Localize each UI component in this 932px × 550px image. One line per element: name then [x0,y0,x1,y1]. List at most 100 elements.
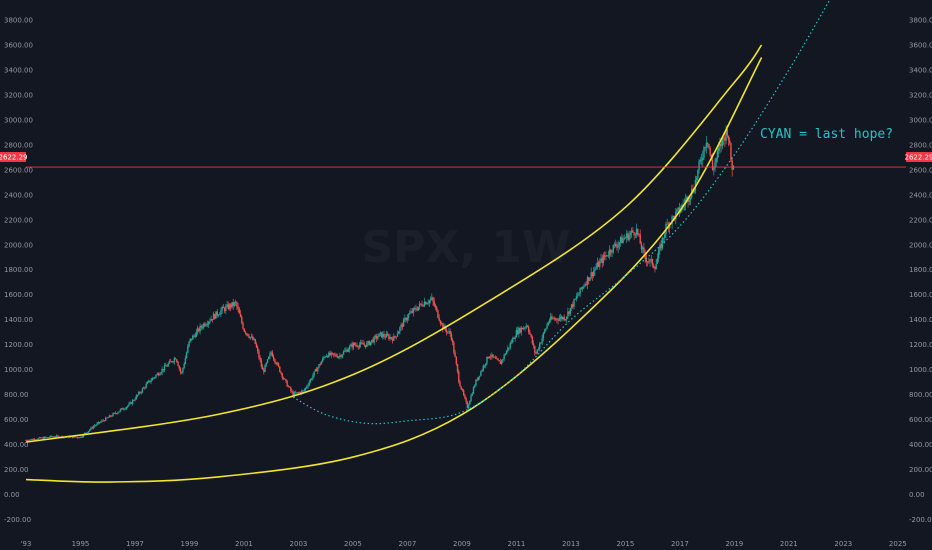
y-tick-left: 1600.00 [4,291,33,299]
candle-body [617,244,619,248]
candle-body [325,355,328,357]
y-tick-left: 2600.00 [4,166,33,174]
candle-body [540,342,542,344]
candle-body [372,339,374,343]
candle-body [253,339,255,340]
candle-body [532,343,535,347]
candle-body [54,436,57,438]
candle-body [331,352,334,354]
candle-body [509,342,511,348]
candle-body [471,393,473,396]
y-tick-right: -200.00 [909,516,932,524]
candle-body [721,137,724,147]
candle-body [189,338,191,342]
candle-body [106,417,108,419]
candle-body [123,409,125,410]
candle-body [57,435,59,437]
candle-body [150,380,152,383]
candle-body [252,336,254,340]
candle-body [71,436,74,438]
candle-body [101,420,103,422]
candle-body [579,287,581,294]
candle-body [508,347,510,349]
candle-body [285,379,287,381]
candle-body [385,334,388,338]
candle-body [519,328,521,333]
candle-body [496,358,498,360]
candle-body [504,354,507,356]
candle-body [624,237,627,239]
candle-body [611,252,613,254]
candle-body [216,311,218,316]
candle-body [310,378,313,380]
candle-body [342,351,345,355]
candle-body [440,323,443,324]
candle-body [716,151,719,159]
x-tick: 2023 [834,540,852,548]
candle-body [417,306,420,311]
candle-body [166,366,168,367]
y-tick-right: 1400.00 [909,316,932,324]
candle-body [232,302,234,306]
candle-body [184,357,187,364]
candle-body [100,421,102,423]
candle-body [659,245,661,251]
annotation-text: CYAN = last hope? [760,127,893,142]
candle-body [607,255,610,257]
candle-body [271,352,274,357]
candle-body [439,320,442,324]
y-tick-left: 3000.00 [4,116,33,124]
candle-body [43,436,46,439]
y-tick-right: 3000.00 [909,116,932,124]
candle-body [190,338,193,340]
candle-body [486,356,488,364]
candle-body [678,207,681,213]
candle-body [436,307,438,311]
candle-body [241,316,243,323]
candle-body [79,436,81,438]
candle-body [448,331,450,333]
candle-body [90,427,92,430]
candle-body [108,415,111,418]
candle-body [523,327,525,330]
candle-body [367,341,369,344]
candle-body [139,392,141,393]
candle-body [584,284,586,287]
candle-body [142,387,145,389]
candle-body [657,250,660,259]
candle-body [583,286,585,288]
y-tick-right: 3800.00 [909,16,932,24]
candle-body [340,355,342,357]
candle-body [140,392,142,393]
candle-body [398,331,400,334]
candle-body [507,347,509,351]
y-tick-left: 2800.00 [4,141,33,149]
candle-body [569,307,572,314]
candle-body [355,344,357,346]
candle-body [111,416,113,417]
candle-body [280,371,282,374]
candle-body [461,389,464,391]
candle-body [195,331,198,337]
candle-body [295,392,297,394]
y-tick-right: 0.00 [909,491,925,499]
candle-body [386,334,389,336]
candle-body [726,129,728,136]
candle-body [160,372,162,375]
candle-body [478,375,481,377]
x-tick: 1995 [72,540,90,548]
candle-body [493,356,496,358]
candle-body [359,342,362,345]
candle-body [505,350,508,355]
candle-body [599,261,601,267]
candle-body [200,325,203,328]
candle-body [489,356,492,358]
x-tick: '93 [21,540,32,548]
candle-body [174,358,177,360]
candle-body [339,355,341,357]
candle-body [302,390,304,392]
candle-body [542,332,545,338]
candle-body [205,324,207,326]
candle-body [650,259,652,260]
